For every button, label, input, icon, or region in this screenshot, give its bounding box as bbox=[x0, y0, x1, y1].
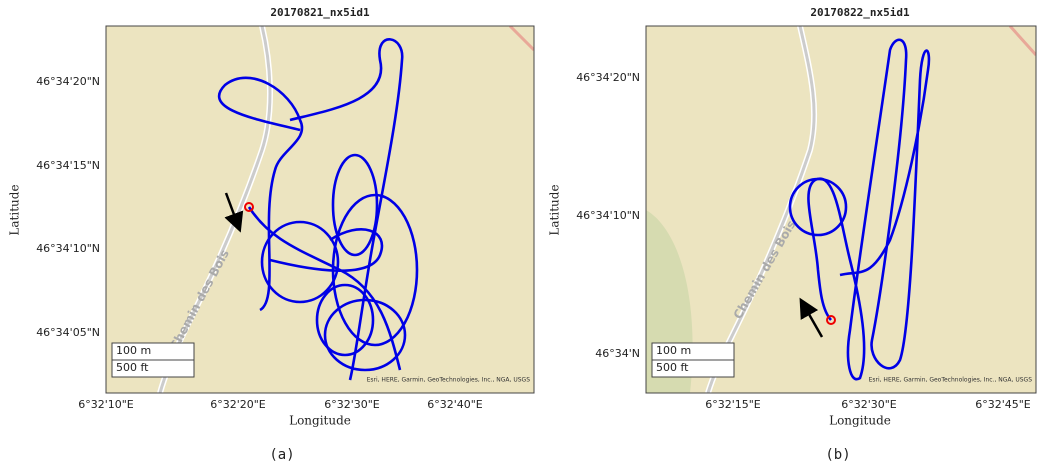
caption: (a) bbox=[269, 447, 294, 463]
x-tick-label: 6°32'15"E bbox=[705, 398, 761, 411]
x-tick-label: 6°32'30"E bbox=[841, 398, 897, 411]
attribution: Esri, HERE, Garmin, GeoTechnologies, Inc… bbox=[367, 377, 531, 384]
y-axis-label: Latitude bbox=[8, 184, 22, 235]
scale-label: 100 m bbox=[116, 344, 151, 357]
y-tick-label: 46°34'10"N bbox=[576, 209, 640, 222]
scale-label: 500 ft bbox=[656, 361, 689, 374]
y-tick-label: 46°34'10"N bbox=[36, 242, 100, 255]
panel-title: 20170821_nx5id1 bbox=[270, 6, 370, 19]
y-tick-label: 46°34'20"N bbox=[576, 71, 640, 84]
y-axis-label: Latitude bbox=[548, 184, 562, 235]
scale-label: 500 ft bbox=[116, 361, 149, 374]
x-axis-label: Longitude bbox=[829, 414, 891, 428]
basemap bbox=[646, 26, 1036, 393]
x-tick-label: 6°32'10"E bbox=[78, 398, 134, 411]
figure: Chemin des Bois 100 m 500 ft Esri, HERE,… bbox=[0, 0, 1063, 465]
y-tick-label: 46°34'N bbox=[595, 347, 640, 360]
x-tick-label: 6°32'45"E bbox=[975, 398, 1031, 411]
y-tick-label: 46°34'15"N bbox=[36, 159, 100, 172]
attribution: Esri, HERE, Garmin, GeoTechnologies, Inc… bbox=[869, 377, 1033, 384]
map-panel-b: Chemin des Bois 100 m 500 ft Esri, HERE,… bbox=[548, 6, 1037, 463]
x-tick-label: 6°32'40"E bbox=[427, 398, 483, 411]
x-axis-label: Longitude bbox=[289, 414, 351, 428]
y-tick-label: 46°34'20"N bbox=[36, 75, 100, 88]
scale-label: 100 m bbox=[656, 344, 691, 357]
x-tick-label: 6°32'30"E bbox=[324, 398, 380, 411]
caption: (b) bbox=[825, 447, 850, 463]
x-tick-label: 6°32'20"E bbox=[210, 398, 266, 411]
panel-title: 20170822_nx5id1 bbox=[810, 6, 910, 19]
y-tick-label: 46°34'05"N bbox=[36, 326, 100, 339]
map-panel-a: Chemin des Bois 100 m 500 ft Esri, HERE,… bbox=[8, 6, 535, 463]
